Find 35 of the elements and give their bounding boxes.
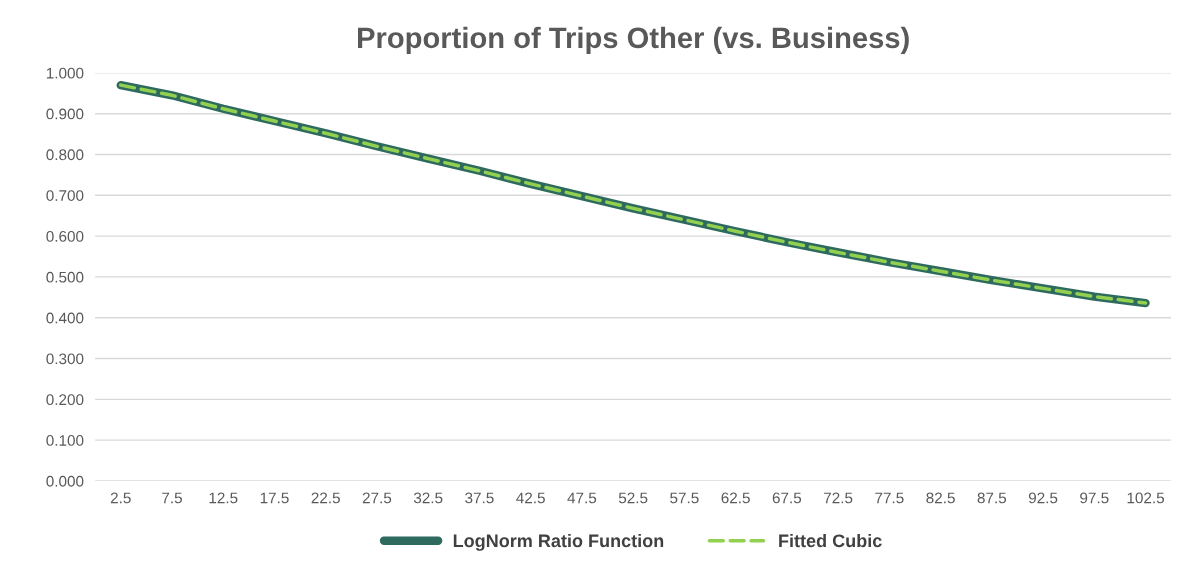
y-tick-label: 0.300 (46, 353, 84, 365)
x-tick-label: 47.5 (567, 492, 597, 504)
x-tick-label: 22.5 (311, 492, 340, 504)
x-tick-label: 42.5 (516, 492, 545, 504)
x-tick-label: 17.5 (260, 492, 289, 504)
x-tick-label: 2.5 (110, 492, 131, 504)
y-tick-label: 0.000 (46, 475, 84, 487)
y-tick-label: 0.600 (46, 230, 84, 242)
y-tick-label: 0.100 (46, 435, 84, 446)
x-tick-label: 57.5 (670, 492, 699, 504)
y-tick-label: 0.200 (46, 394, 84, 406)
x-tick-label: 97.5 (1080, 492, 1109, 504)
x-tick-label: 52.5 (618, 492, 648, 504)
x-tick-label: 92.5 (1028, 492, 1058, 504)
x-tick-label: 27.5 (362, 492, 392, 504)
chart-title: Proportion of Trips Other (vs. Business) (357, 26, 909, 54)
x-tick-label: 67.5 (772, 492, 802, 504)
legend-label: LogNorm Ratio Function (453, 533, 664, 551)
y-tick-label: 0.500 (46, 271, 84, 283)
x-tick-label: 62.5 (721, 492, 750, 504)
x-tick-label: 37.5 (465, 492, 494, 504)
x-tick-label: 32.5 (413, 492, 443, 504)
x-tick-label: 102.5 (1127, 492, 1165, 504)
y-tick-label: 0.700 (46, 190, 84, 201)
x-tick-label: 12.5 (209, 492, 238, 504)
x-tick-label: 72.5 (824, 492, 853, 504)
x-tick-label: 7.5 (162, 492, 182, 504)
x-tick-label: 87.5 (977, 492, 1007, 504)
x-tick-label: 82.5 (926, 492, 955, 504)
y-tick-label: 0.400 (46, 312, 84, 324)
x-tick-label: 77.5 (875, 492, 904, 504)
legend-label: Fitted Cubic (779, 533, 882, 548)
y-tick-label: 1.000 (46, 67, 84, 79)
y-tick-label: 0.900 (46, 108, 84, 120)
y-tick-label: 0.800 (46, 149, 84, 161)
